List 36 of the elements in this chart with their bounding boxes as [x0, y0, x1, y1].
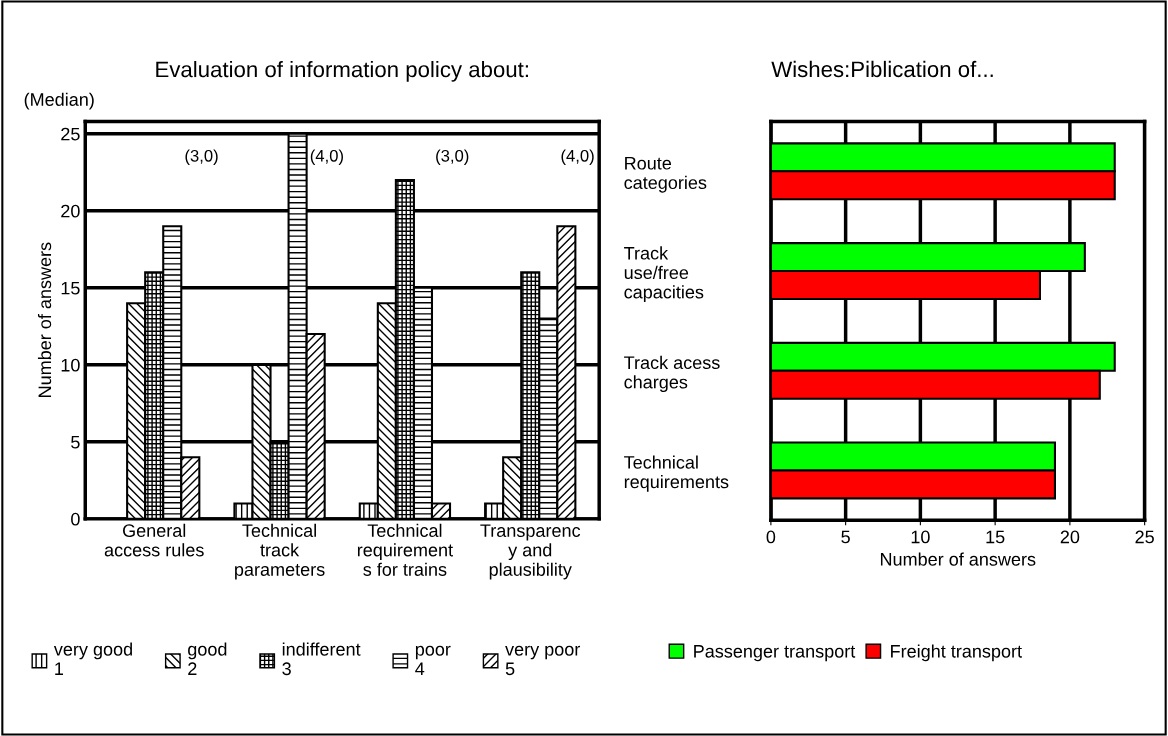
chart-title: Wishes:Piblication of... — [771, 60, 993, 78]
legend-label: very poor 5 — [505, 645, 581, 676]
legend-label: Freight transport — [891, 644, 1022, 662]
y-tick-label: 25 — [61, 127, 80, 141]
x-tick-label: 10 — [911, 530, 930, 544]
y-tick-label: 10 — [61, 358, 80, 372]
y-tick-label: Track acess charges — [624, 355, 720, 393]
y-axis-title: Number of answers — [37, 242, 52, 397]
y-tick-label: 20 — [61, 204, 80, 218]
chart-title: Evaluation of information policy about: — [156, 60, 528, 82]
x-tick-label: General access rules — [104, 523, 204, 557]
x-axis-title: Number of answers — [880, 552, 1036, 566]
y-tick-label: 15 — [61, 281, 80, 295]
y-tick-label: Route categories — [624, 157, 707, 193]
x-tick-label: 20 — [1060, 530, 1080, 544]
legend-label: Passenger transport — [694, 645, 856, 662]
legend-label: good 2 — [188, 642, 227, 675]
y-tick-label: 0 — [71, 512, 80, 526]
x-tick-label: Transparenc y and plausibility — [480, 524, 581, 580]
legend-label: very good 1 — [53, 642, 132, 675]
x-tick-label: 0 — [766, 530, 776, 544]
x-tick-label: Technical track parameters — [235, 523, 325, 580]
x-tick-label: 5 — [841, 530, 850, 544]
y-tick-label: Track use/free capacities — [624, 246, 704, 303]
annotation: (4,0) — [561, 149, 594, 165]
x-tick-label: 25 — [1135, 530, 1154, 544]
annotation: (3,0) — [436, 149, 469, 165]
annotation: (4,0) — [310, 149, 343, 165]
y-tick-label: Technical requirements — [624, 455, 729, 492]
legend-label: poor 4 — [415, 645, 451, 675]
y-tick-label: 5 — [71, 435, 80, 449]
annotation: (3,0) — [185, 149, 218, 165]
x-tick-label: Technical requirement s for trains — [357, 523, 453, 576]
legend-label: indifferent 3 — [282, 642, 361, 676]
x-tick-label: 15 — [986, 530, 1005, 544]
chart-subtitle: (Median) — [24, 92, 94, 110]
